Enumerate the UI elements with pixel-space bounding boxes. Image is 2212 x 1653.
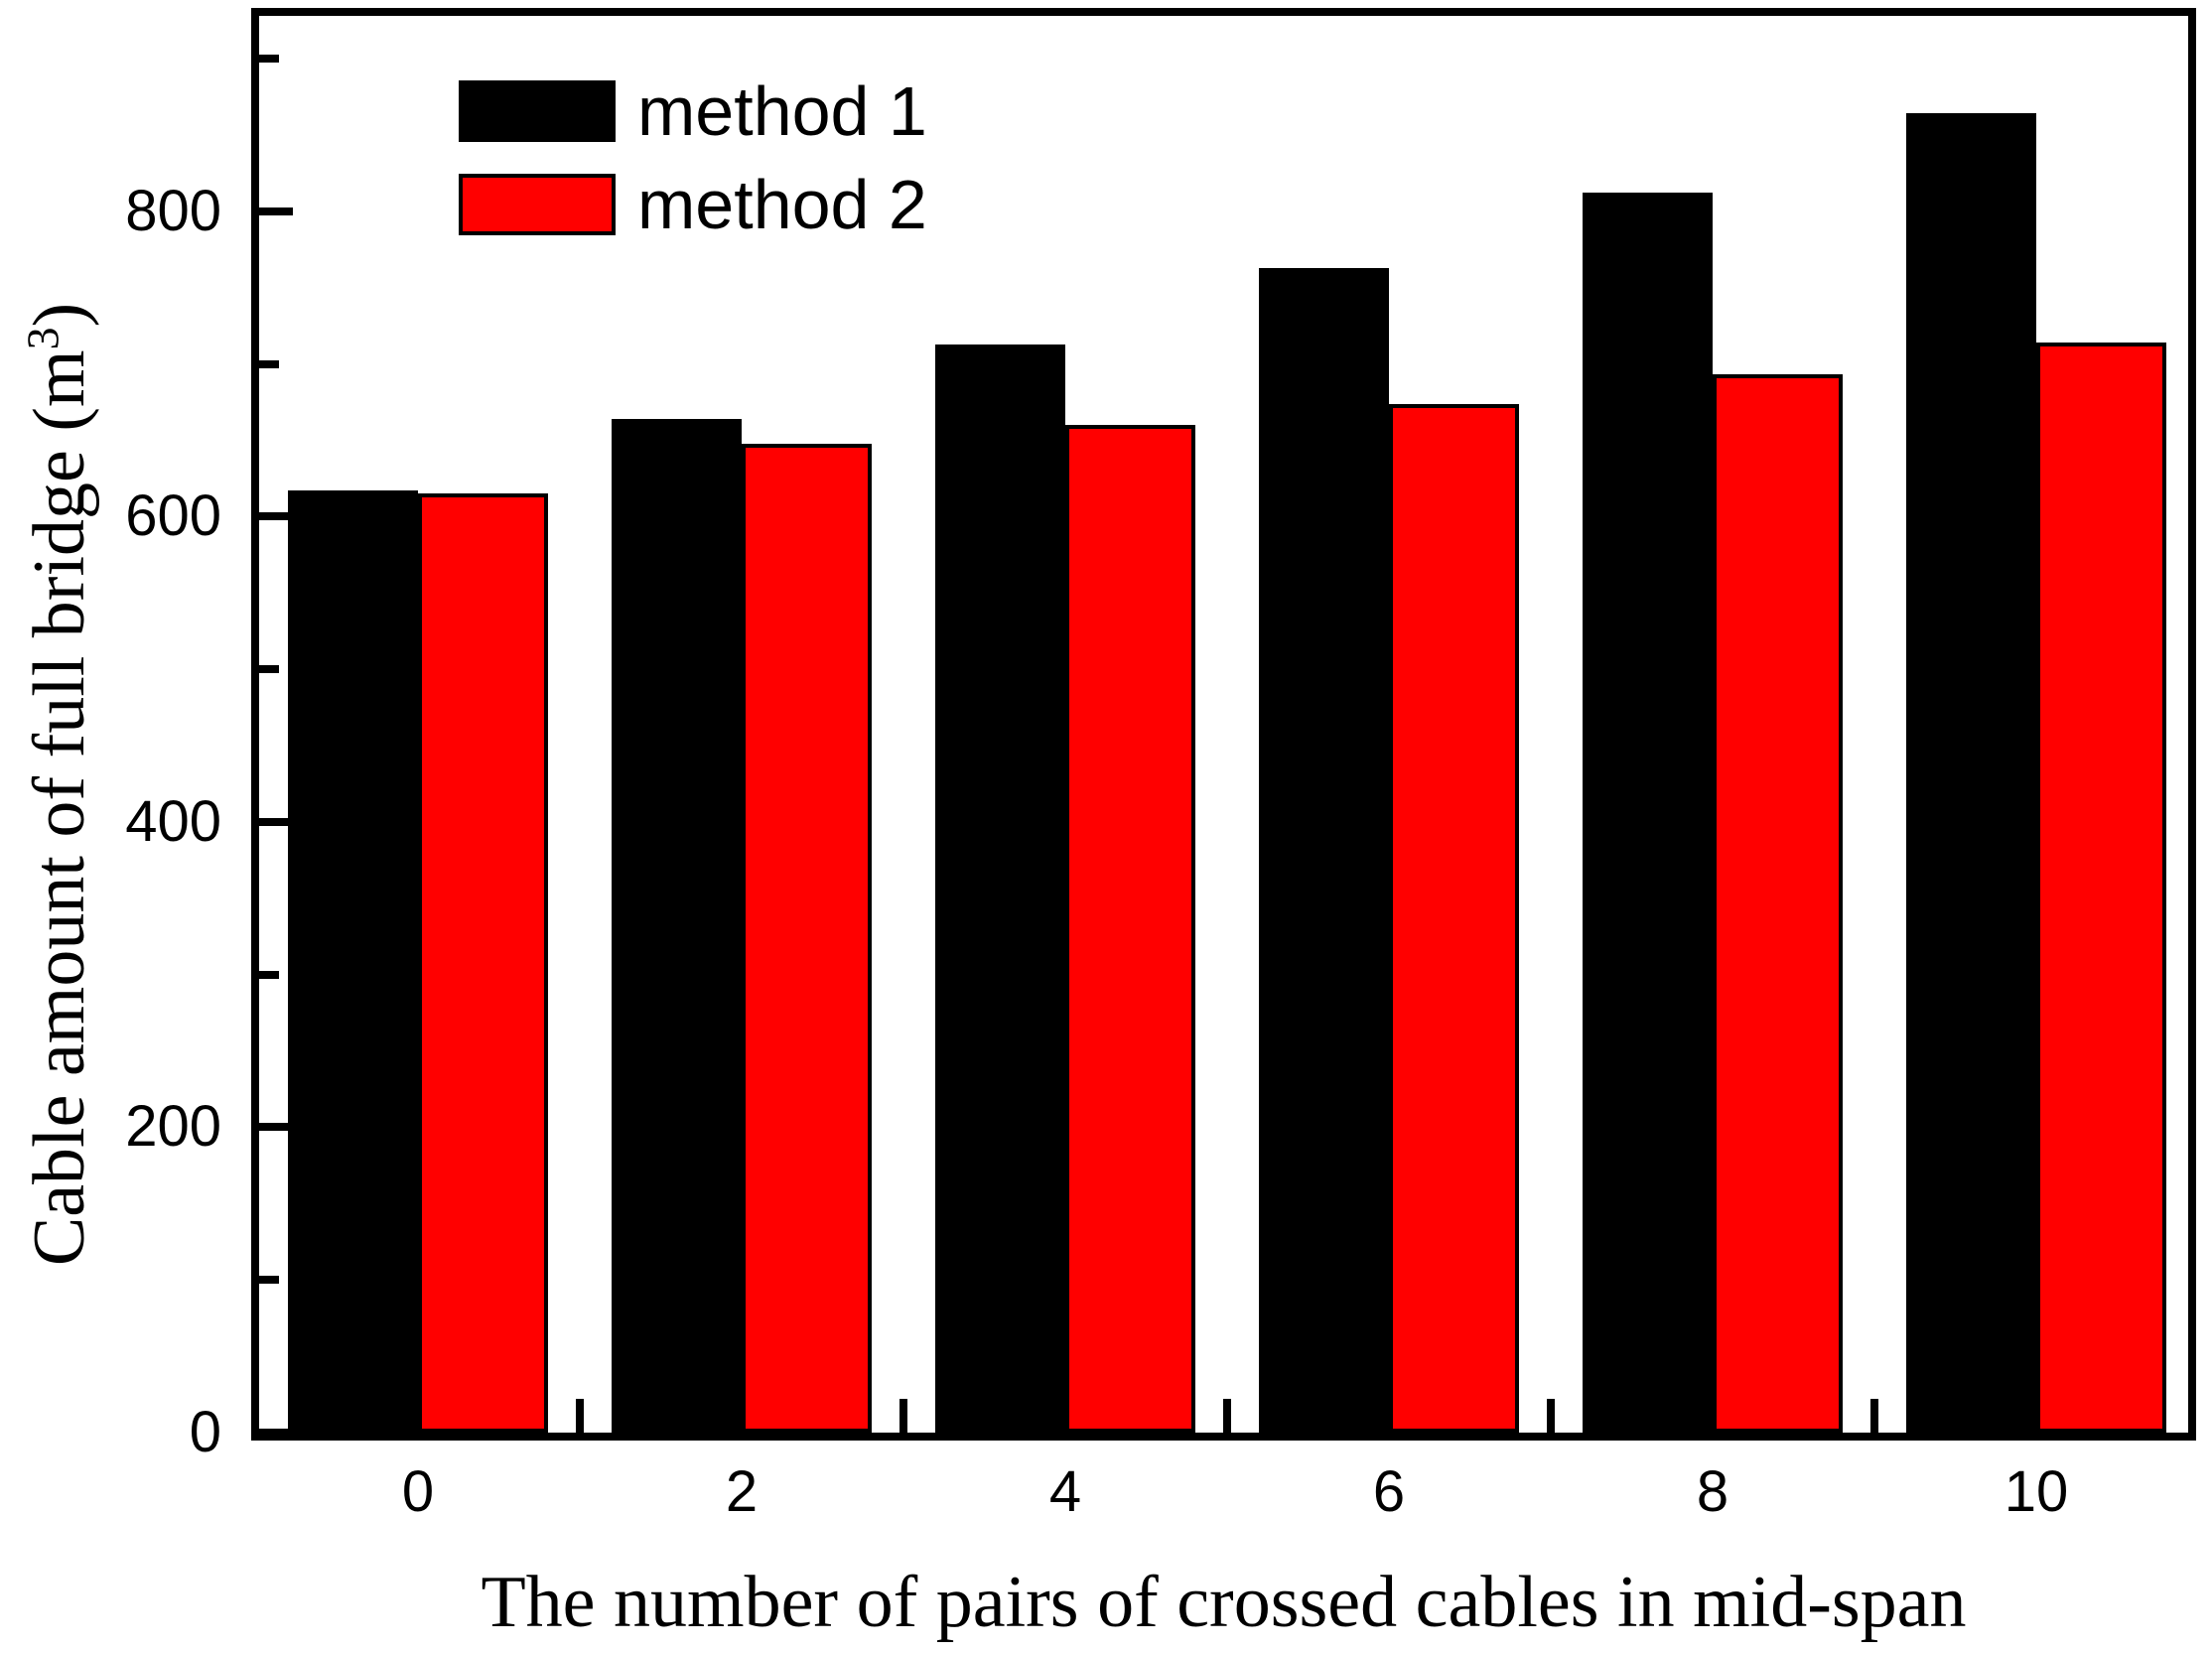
x-axis-tick-label-2: 2 [725, 1459, 759, 1524]
bar-method-2-category-6 [1389, 404, 1519, 1433]
x-axis-tick-label-8: 8 [1696, 1459, 1729, 1524]
y-axis-major-tick-600 [259, 512, 293, 521]
y-axis-major-tick-0 [259, 1429, 293, 1437]
y-axis-minor-tick-700 [259, 359, 279, 368]
legend-entry-method-2: method 2 [459, 170, 927, 239]
legend-swatch-method-2-icon [459, 174, 616, 235]
y-axis-title-superscript: 3 [17, 327, 69, 350]
x-axis-boundary-tick-0 [576, 1399, 584, 1433]
bar-method-1-category-8 [1583, 193, 1713, 1433]
x-axis-tick-label-6: 6 [1372, 1459, 1406, 1524]
bar-method-1-category-6 [1259, 268, 1389, 1433]
bar-method-1-category-2 [612, 419, 742, 1433]
x-axis-boundary-tick-1 [899, 1399, 907, 1433]
legend-swatch-method-1-icon [459, 80, 616, 142]
x-axis-tick-label-4: 4 [1048, 1459, 1082, 1524]
y-axis-major-tick-800 [259, 207, 293, 215]
bar-method-2-category-4 [1065, 425, 1195, 1433]
y-axis-minor-tick-300 [259, 970, 279, 979]
bar-method-1-category-4 [935, 344, 1065, 1433]
bar-method-2-category-0 [418, 493, 548, 1433]
bar-method-2-category-2 [742, 444, 872, 1433]
y-axis-tick-label-800: 800 [125, 178, 221, 243]
bar-method-2-category-10 [2036, 343, 2166, 1433]
y-axis-minor-tick-500 [259, 665, 279, 674]
bar-method-2-category-8 [1713, 374, 1843, 1433]
legend-label-method-1: method 1 [637, 72, 927, 150]
bar-method-1-category-10 [1906, 113, 2036, 1433]
y-axis-tick-label-0: 0 [189, 1400, 221, 1464]
y-axis-title-close-paren: ) [19, 302, 100, 328]
x-axis-boundary-tick-2 [1223, 1399, 1231, 1433]
legend-label-method-2: method 2 [637, 166, 927, 243]
y-axis-tick-label-200: 200 [125, 1094, 221, 1160]
bar-method-1-category-0 [288, 490, 418, 1433]
x-axis-tick-label-10: 10 [2004, 1459, 2069, 1524]
y-axis-major-tick-400 [259, 817, 293, 826]
x-axis-tick-label-0: 0 [401, 1459, 435, 1524]
y-axis-minor-tick-900 [259, 55, 279, 64]
x-axis-boundary-tick-4 [1870, 1399, 1878, 1433]
x-axis-title: The number of pairs of crossed cables in… [481, 1562, 1967, 1643]
y-axis-tick-label-400: 400 [125, 788, 221, 854]
legend: method 1 method 2 [459, 76, 927, 239]
y-axis-minor-tick-100 [259, 1276, 279, 1285]
y-axis-tick-label-600: 600 [125, 483, 221, 549]
legend-entry-method-1: method 1 [459, 76, 927, 146]
plot-area: method 1 method 2 [251, 8, 2196, 1441]
x-axis-boundary-tick-3 [1547, 1399, 1555, 1433]
y-axis-major-tick-200 [259, 1123, 293, 1132]
